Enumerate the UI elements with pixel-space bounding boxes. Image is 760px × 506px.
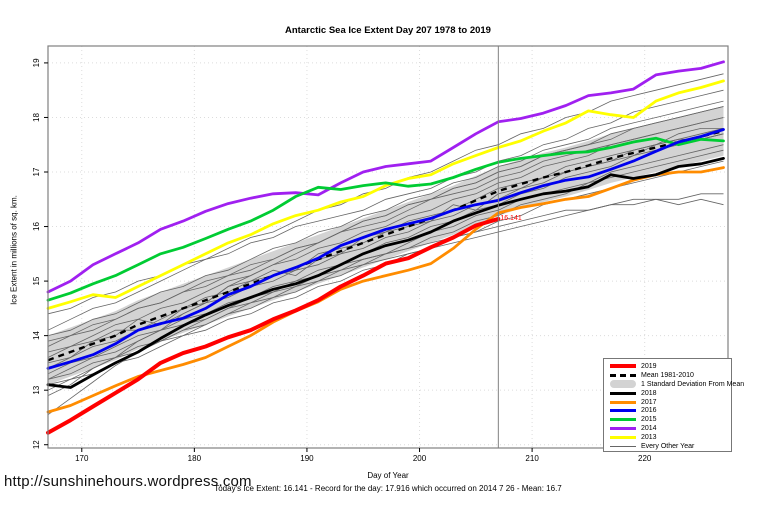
x-tick-label: 200 xyxy=(413,454,427,463)
legend-swatch-2013 xyxy=(610,436,636,440)
series-2017 xyxy=(46,166,725,414)
legend-item: 2014 xyxy=(610,424,731,433)
legend-swatch-2014 xyxy=(610,427,636,431)
legend-swatch-2015 xyxy=(610,418,636,422)
footer-url: http://sunshinehours.wordpress.com xyxy=(4,473,252,490)
legend-label: 2017 xyxy=(641,398,657,406)
footer-stats: Today's Ice Extent: 16.141 - Record for … xyxy=(214,484,562,493)
x-tick-label: 220 xyxy=(638,454,652,463)
series-other-year xyxy=(47,117,724,353)
legend-label: 2016 xyxy=(641,407,657,415)
series-2014 xyxy=(46,60,725,294)
legend-item: Every Other Year xyxy=(610,442,731,451)
series-2018 xyxy=(46,156,725,389)
legend-label: 2019 xyxy=(641,362,657,370)
y-tick-label: 15 xyxy=(32,276,41,285)
y-tick-label: 14 xyxy=(32,331,41,340)
x-tick-label: 190 xyxy=(300,454,314,463)
series-other-year xyxy=(47,100,724,336)
series-2013 xyxy=(46,79,725,310)
y-axis-label: Ice Extent in millions of sq. km. xyxy=(9,195,19,305)
y-tick-label: 16 xyxy=(32,222,41,231)
x-tick-label: 210 xyxy=(525,454,539,463)
series-other-year xyxy=(47,198,724,380)
legend-label: 2018 xyxy=(641,389,657,397)
legend-item: Mean 1981-2010 xyxy=(610,371,731,380)
legend-label: 2013 xyxy=(641,434,657,442)
legend-swatch-2019 xyxy=(610,364,636,369)
y-tick-label: 13 xyxy=(32,385,41,394)
legend-item: 2013 xyxy=(610,433,731,442)
legend-item: 1 Standard Deviation From Mean xyxy=(610,380,744,389)
y-tick-label: 12 xyxy=(32,440,41,449)
legend-item: 2017 xyxy=(610,398,731,407)
legend-label: 2015 xyxy=(641,416,657,424)
x-axis-label: Day of Year xyxy=(367,471,409,480)
legend: 2019 Mean 1981-2010 1 Standard Deviation F… xyxy=(603,358,744,452)
legend-item: 2019 xyxy=(610,362,731,371)
legend-swatch-2018 xyxy=(610,391,636,395)
series-2016 xyxy=(46,128,725,370)
legend-swatch-mean-1981-2010 xyxy=(610,373,636,377)
y-tick-label: 19 xyxy=(32,58,41,67)
plot-border xyxy=(47,45,729,449)
legend-swatch-2017 xyxy=(610,400,636,404)
y-tick-label: 17 xyxy=(32,167,41,176)
x-tick-label: 170 xyxy=(75,454,89,463)
legend-label: 1 Standard Deviation From Mean xyxy=(641,380,745,388)
x-tick-label: 180 xyxy=(188,454,202,463)
legend-label: Mean 1981-2010 xyxy=(641,371,694,379)
series-other-year xyxy=(47,73,724,331)
y-tick-label: 18 xyxy=(32,113,41,122)
legend-item: 2018 xyxy=(610,389,731,398)
legend-swatch-2016 xyxy=(610,409,636,413)
series-2019 xyxy=(46,216,501,435)
legend-label: 2014 xyxy=(641,425,657,433)
legend-swatch-every-other-year xyxy=(610,445,636,447)
extent-annotation: 16.141 xyxy=(500,214,522,222)
legend-item: 2016 xyxy=(610,406,731,415)
chart-title: Antarctic Sea Ice Extent Day 207 1978 to… xyxy=(285,25,491,36)
series-2015 xyxy=(46,136,725,302)
series-other-year xyxy=(47,106,724,347)
series-mean xyxy=(47,129,724,362)
legend-swatch-1-standard-deviation-from-mean xyxy=(610,380,636,389)
legend-label: Every Other Year xyxy=(641,442,695,450)
legend-item: 2015 xyxy=(610,415,731,424)
